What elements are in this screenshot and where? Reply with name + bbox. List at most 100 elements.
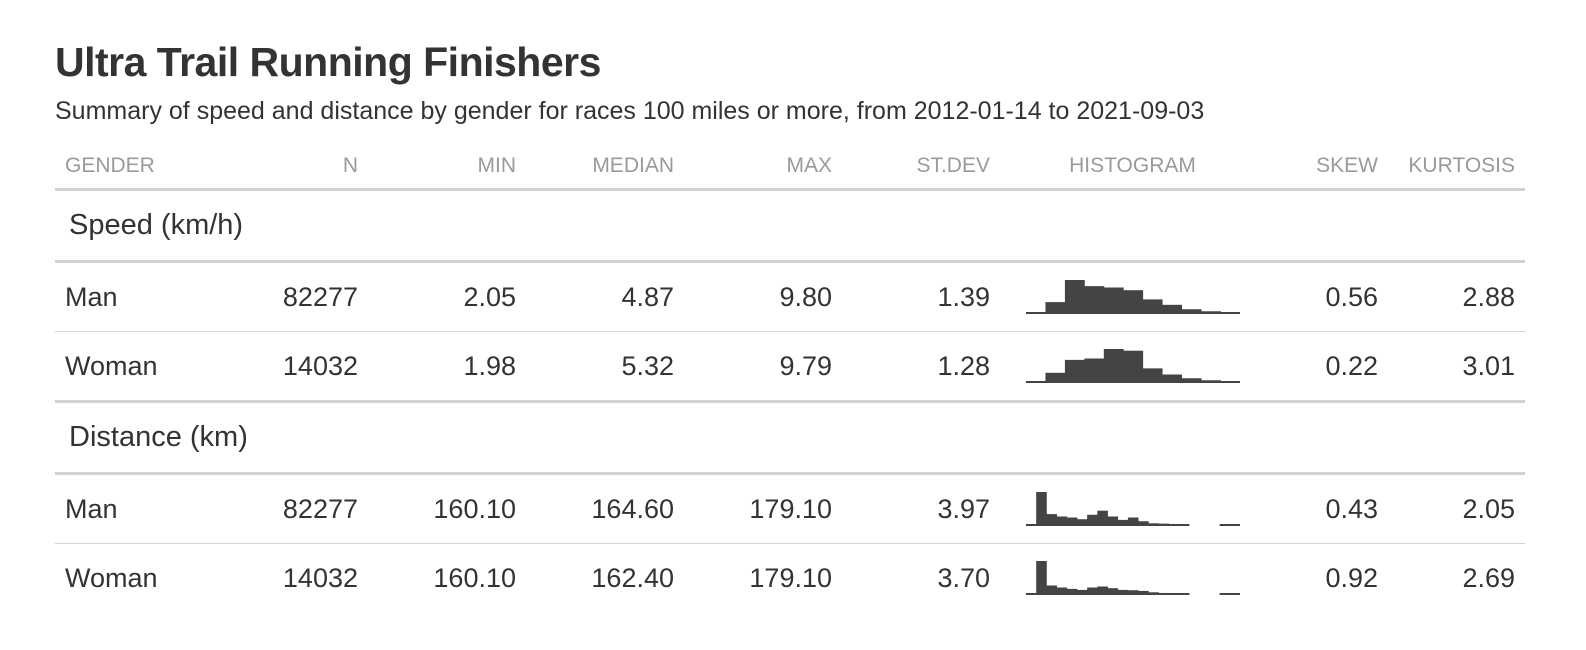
histogram-bar <box>1181 378 1201 383</box>
histogram-bar <box>1103 349 1124 383</box>
histogram-bar <box>1083 358 1104 383</box>
page-subtitle: Summary of speed and distance by gender … <box>55 97 1205 125</box>
histogram-bar <box>1200 380 1221 383</box>
histogram-bar <box>1045 514 1057 526</box>
histogram-bar <box>1161 304 1182 314</box>
histogram-bar <box>1142 368 1163 383</box>
histogram-bar <box>1056 516 1067 526</box>
histogram-bar <box>1025 593 1037 595</box>
cell-min: 160.10 <box>433 562 516 593</box>
cell-skew: 0.56 <box>1265 261 1388 332</box>
histogram-sparkline <box>1025 349 1240 383</box>
table-row: Woman 14032 160.10 162.40 179.10 3.70 0.… <box>55 544 1525 613</box>
histogram-sparkline <box>1025 492 1240 526</box>
column-header-n: N <box>205 144 368 191</box>
histogram-bar <box>1157 523 1169 526</box>
row-group-speed: Speed (km/h) <box>55 189 1525 263</box>
cell-gender: Woman <box>65 562 158 593</box>
histogram-bar <box>1044 372 1065 383</box>
histogram-bar <box>1229 524 1240 526</box>
histogram-bar <box>1107 516 1118 526</box>
histogram-bar <box>1147 592 1159 595</box>
table-row: Man 82277 2.05 4.87 9.80 1.39 0.56 2.88 <box>55 261 1525 332</box>
row-group-label: Distance (km) <box>55 401 1525 475</box>
cell-skew: 0.92 <box>1325 562 1378 593</box>
histogram-sparkline <box>1025 280 1240 314</box>
cell-gender: Woman <box>55 331 205 403</box>
histogram-bar <box>1117 519 1128 526</box>
histogram-bar <box>1117 589 1128 595</box>
histogram-bar <box>1025 312 1046 314</box>
histogram-bar <box>1103 287 1124 314</box>
histogram-bar <box>1220 312 1240 314</box>
histogram-bar <box>1096 510 1108 526</box>
cell-kurtosis: 3.01 <box>1388 331 1525 403</box>
cell-kurtosis: 2.69 <box>1462 562 1515 593</box>
histogram-sparkline <box>1025 561 1240 595</box>
cell-n: 14032 <box>205 331 368 403</box>
histogram-bar <box>1086 514 1098 526</box>
cell-histogram <box>1000 261 1265 332</box>
cell-histogram <box>1000 473 1265 544</box>
cell-stdev: 1.39 <box>842 261 1000 332</box>
histogram-bar <box>1127 590 1138 595</box>
cell-n: 14032 <box>282 562 358 593</box>
histogram-bar <box>1161 374 1182 383</box>
cell-median: 162.40 <box>591 562 674 593</box>
histogram-bar <box>1220 381 1240 383</box>
histogram-bar <box>1076 519 1088 526</box>
histogram-bar <box>1178 593 1189 595</box>
histogram-bar <box>1122 290 1143 314</box>
cell-kurtosis: 2.88 <box>1388 261 1525 332</box>
histogram-bar <box>1181 309 1201 314</box>
cell-skew: 0.22 <box>1265 331 1388 403</box>
column-header-max: MAX <box>684 144 842 191</box>
histogram-bar <box>1168 593 1179 595</box>
cell-stdev: 1.28 <box>842 331 1000 403</box>
cell-skew: 0.43 <box>1265 473 1388 544</box>
histogram-bar <box>1076 589 1088 595</box>
histogram-bar <box>1137 521 1149 526</box>
column-header-gender: GENDER <box>55 144 205 191</box>
histogram-bar <box>1056 587 1067 595</box>
table-row: Man 82277 160.10 164.60 179.10 3.97 0.43… <box>55 473 1525 544</box>
histogram-bar <box>1219 593 1230 595</box>
cell-min: 2.05 <box>368 261 526 332</box>
histogram-bar <box>1025 381 1046 383</box>
cell-n: 82277 <box>205 473 368 544</box>
summary-table: GENDER N MIN MEDIAN MAX ST.DEV HISTOGRAM… <box>55 144 1525 612</box>
table-header-row: GENDER N MIN MEDIAN MAX ST.DEV HISTOGRAM… <box>55 144 1525 191</box>
histogram-bar <box>1107 588 1118 595</box>
histogram-bar <box>1064 280 1085 314</box>
cell-median: 5.32 <box>526 331 684 403</box>
cell-gender: Man <box>55 261 205 332</box>
histogram-bar <box>1035 492 1047 526</box>
histogram-bar <box>1025 524 1037 526</box>
histogram-bar <box>1044 302 1065 314</box>
cell-stdev: 3.97 <box>842 473 1000 544</box>
histogram-bar <box>1142 299 1163 314</box>
histogram-bar <box>1200 311 1221 314</box>
cell-gender: Man <box>55 473 205 544</box>
histogram-bar <box>1147 523 1159 526</box>
column-header-skew: SKEW <box>1265 144 1388 191</box>
histogram-bar <box>1086 587 1098 595</box>
histogram-bar <box>1045 585 1057 595</box>
histogram-bar <box>1168 524 1179 526</box>
cell-median: 164.60 <box>526 473 684 544</box>
histogram-bar <box>1096 586 1108 595</box>
cell-min: 1.98 <box>368 331 526 403</box>
cell-kurtosis: 2.05 <box>1388 473 1525 544</box>
histogram-bar <box>1066 517 1077 526</box>
cell-max: 9.80 <box>684 261 842 332</box>
column-header-min: MIN <box>368 144 526 191</box>
column-header-stdev: ST.DEV <box>842 144 1000 191</box>
histogram-bar <box>1178 524 1189 526</box>
histogram-bar <box>1157 592 1169 595</box>
column-header-median: MEDIAN <box>526 144 684 191</box>
page-title: Ultra Trail Running Finishers <box>55 39 601 85</box>
cell-min: 160.10 <box>368 473 526 544</box>
histogram-bar <box>1064 359 1085 383</box>
cell-median: 4.87 <box>526 261 684 332</box>
histogram-bar <box>1137 590 1149 595</box>
